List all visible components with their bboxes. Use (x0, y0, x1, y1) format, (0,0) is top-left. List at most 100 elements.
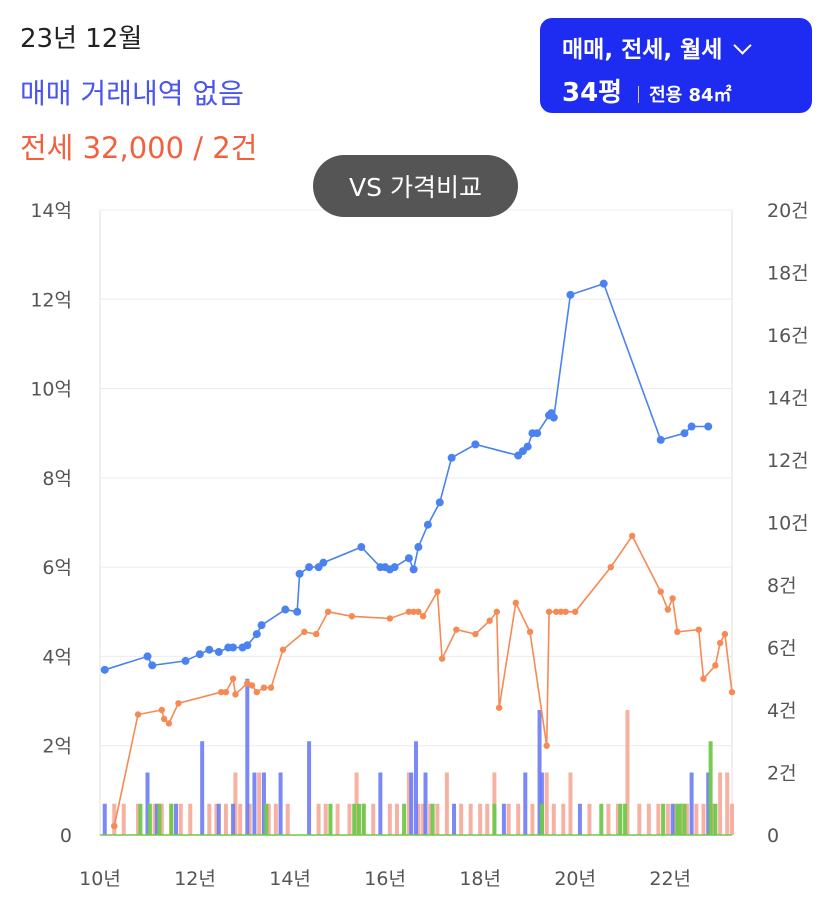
monthly-volume-bar (618, 803, 623, 835)
vs-compare-button[interactable]: VS 가격비교 (313, 155, 518, 217)
jeonse-price-point (571, 608, 579, 615)
jeonse-price-point (313, 630, 320, 638)
sale-price-point (293, 607, 302, 616)
jeonse-price-point (607, 563, 615, 571)
deal-types-label: 매매, 전세, 월세 (562, 37, 723, 63)
sale-price-point (549, 413, 558, 422)
sale-volume-bar (378, 772, 383, 835)
sale-price-point (243, 641, 252, 650)
x-tick-label: 20년 (554, 868, 596, 890)
jeonse-volume-bar (684, 803, 689, 835)
sale-price-point (523, 442, 532, 451)
jeonse-volume-bar (273, 803, 278, 835)
jeonse-volume-bar (435, 803, 440, 835)
sale-volume-bar (670, 803, 675, 835)
sale-volume-bar (200, 741, 205, 835)
jeonse-volume-bar (421, 803, 426, 835)
jeonse-price-point (545, 608, 553, 615)
sale-volume-bar (452, 803, 457, 835)
jeonse-volume-bar (178, 803, 183, 835)
jeonse-volume-bar (214, 803, 219, 835)
sale-volume-bar (252, 772, 257, 835)
sale-price-point (319, 558, 328, 567)
jeonse-price-point (160, 715, 168, 723)
sale-volume-bar (155, 803, 160, 835)
jeonse-price-point (700, 675, 707, 682)
y-right-tick-label: 2건 (767, 763, 797, 785)
jeonse-volume-bar (516, 803, 521, 835)
jeonse-price-point (664, 606, 672, 613)
jeonse-volume-bar (468, 803, 473, 835)
jeonse-price-point (410, 608, 417, 615)
jeonse-volume-bar (725, 772, 730, 835)
sale-volume-bar (577, 803, 582, 835)
jeonse-volume-bar (233, 772, 238, 835)
y-left-tick-label: 4억 (42, 646, 72, 668)
monthly-volume-bar (356, 803, 361, 835)
sale-volume-bar (537, 710, 542, 835)
area-label: 전용 84㎡ (649, 85, 732, 106)
jeonse-price-point (348, 613, 356, 620)
jeonse-summary: 전세 32,000 / 2건 (20, 131, 258, 165)
jeonse-volume-bar (694, 803, 699, 835)
sale-volume-bar (523, 772, 528, 835)
monthly-volume-bar (169, 803, 174, 835)
jeonse-volume-bar (159, 803, 164, 835)
jeonse-volume-bar (718, 772, 723, 835)
jeonse-volume-bar (406, 772, 411, 835)
jeonse-volume-bar (121, 803, 126, 835)
monthly-volume-bar (492, 803, 497, 835)
y-right-tick-label: 12건 (767, 450, 809, 472)
sale-volume-bar (307, 741, 312, 835)
jeonse-price-point (260, 684, 268, 691)
sale-price-point (143, 652, 152, 661)
monthly-volume-bar (599, 803, 604, 835)
pyeong-label: 34평 (562, 78, 623, 108)
sale-volume-bar (706, 772, 711, 835)
sale-price-point (404, 554, 413, 563)
sale-volume-bar (278, 772, 283, 835)
y-right-tick-label: 14건 (767, 388, 809, 410)
jeonse-price-point (486, 617, 493, 624)
jeonse-volume-bar (568, 772, 573, 835)
y-right-tick-label: 0 (767, 825, 779, 847)
jeonse-price-point (712, 662, 719, 669)
jeonse-price-point (716, 639, 724, 647)
sale-price-point (680, 429, 689, 438)
jeonse-price-point (324, 608, 332, 615)
jeonse-price-point (472, 630, 479, 638)
sale-price-point (656, 435, 665, 444)
sale-volume-bar (414, 741, 418, 835)
jeonse-price-point (267, 684, 275, 691)
x-tick-label: 10년 (79, 868, 121, 890)
jeonse-price-point (493, 608, 500, 615)
y-left-tick-label: 8억 (42, 468, 72, 490)
jeonse-price-point (495, 704, 503, 711)
jeonse-volume-bar (238, 803, 243, 835)
sale-volume-bar (245, 678, 250, 835)
sale-price-point (409, 565, 418, 574)
jeonse-volume-bar (506, 803, 511, 835)
sale-price-point (148, 661, 157, 670)
jeonse-price-point (543, 742, 550, 749)
jeonse-volume-bar (665, 803, 670, 835)
y-left-tick-label: 12억 (30, 289, 72, 311)
sale-volume-bar (231, 803, 236, 835)
monthly-volume-bar (328, 803, 333, 835)
jeonse-price-point (728, 688, 736, 696)
jeonse-volume-bar (544, 772, 549, 835)
jeonse-volume-bar (606, 803, 611, 835)
jeonse-volume-bar (152, 803, 157, 835)
sale-volume-bar (423, 772, 428, 835)
monthly-volume-bar (623, 803, 628, 835)
monthly-volume-bar (682, 803, 687, 835)
deal-type-filter-button[interactable]: 매매, 전세, 월세 34평 전용 84㎡ (540, 18, 812, 113)
jeonse-price-point (629, 532, 636, 540)
sale-price-point (414, 543, 423, 552)
y-left-tick-label: 6억 (42, 557, 72, 579)
monthly-volume-bar (264, 803, 269, 835)
jeonse-volume-bar (266, 803, 271, 835)
sale-volume-bar (145, 772, 150, 835)
monthly-volume-bar (661, 803, 666, 835)
jeonse-price-point (419, 613, 427, 620)
